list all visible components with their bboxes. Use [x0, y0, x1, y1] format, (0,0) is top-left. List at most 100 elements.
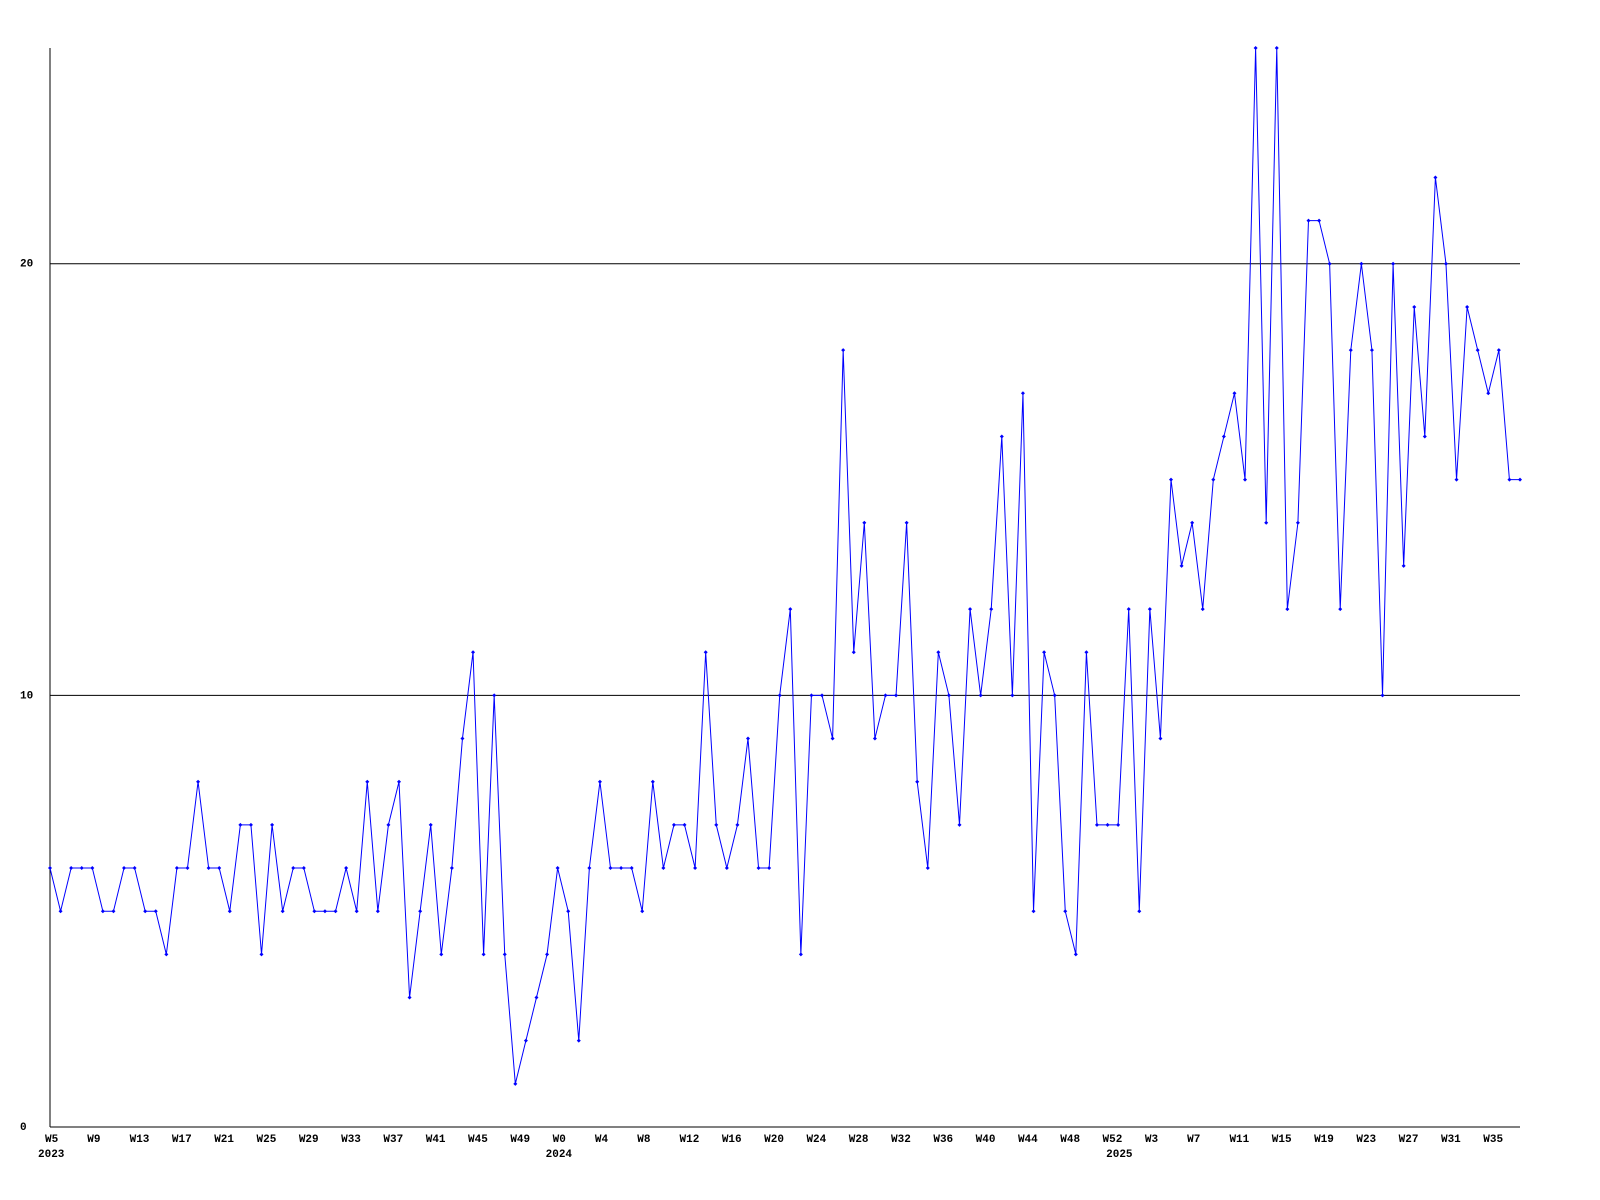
x-tick-label: W19	[1314, 1134, 1334, 1146]
point	[830, 736, 835, 741]
point	[79, 866, 84, 871]
point	[90, 866, 95, 871]
point	[1327, 261, 1332, 266]
point	[69, 866, 74, 871]
point	[100, 909, 105, 914]
point	[968, 607, 973, 612]
x-tick-label: W48	[1060, 1134, 1080, 1146]
point	[1359, 261, 1364, 266]
point	[798, 952, 803, 957]
point	[365, 779, 370, 784]
x-tick-label: W35	[1483, 1134, 1503, 1146]
point	[925, 866, 930, 871]
point	[1348, 348, 1353, 353]
x-tick-label: W40	[976, 1134, 996, 1146]
x-tick-label: W7	[1187, 1134, 1200, 1146]
x-tick-label: W37	[383, 1134, 403, 1146]
point	[1126, 607, 1131, 612]
point	[1169, 477, 1174, 482]
point	[777, 693, 782, 698]
x-tick-label: W24	[806, 1134, 826, 1146]
point	[174, 866, 179, 871]
point	[227, 909, 232, 914]
point	[1454, 477, 1459, 482]
x-tick-label: W12	[680, 1134, 700, 1146]
point	[703, 650, 708, 655]
point	[407, 995, 412, 1000]
point	[1338, 607, 1343, 612]
point	[1306, 218, 1311, 223]
point	[1147, 607, 1152, 612]
x-tick-label: W28	[849, 1134, 869, 1146]
point	[1137, 909, 1142, 914]
point	[872, 736, 877, 741]
point	[1475, 348, 1480, 353]
y-tick-label: 10	[20, 690, 33, 702]
point	[989, 607, 994, 612]
x-tick-label: W3	[1145, 1134, 1159, 1146]
point	[238, 822, 243, 827]
point	[809, 693, 814, 698]
x-tick-label: W16	[722, 1134, 742, 1146]
point	[1020, 391, 1025, 396]
point	[1084, 650, 1089, 655]
point	[1190, 520, 1195, 525]
x-tick-label: W21	[214, 1134, 234, 1146]
point	[164, 952, 169, 957]
point	[566, 909, 571, 914]
point	[1042, 650, 1047, 655]
point	[851, 650, 856, 655]
point	[322, 909, 327, 914]
point	[1317, 218, 1322, 223]
point	[492, 693, 497, 698]
point	[841, 348, 846, 353]
point	[1295, 520, 1300, 525]
point	[122, 866, 127, 871]
point	[354, 909, 359, 914]
point	[1158, 736, 1163, 741]
point	[555, 866, 560, 871]
point	[904, 520, 909, 525]
point	[1401, 563, 1406, 568]
point	[936, 650, 941, 655]
point	[1211, 477, 1216, 482]
x-tick-label: W33	[341, 1134, 361, 1146]
point	[428, 822, 433, 827]
point	[301, 866, 306, 871]
point	[1518, 477, 1522, 482]
point	[629, 866, 634, 871]
y-tick-label: 20	[20, 259, 33, 271]
point	[999, 434, 1004, 439]
point	[439, 952, 444, 957]
x-tick-label: W8	[637, 1134, 651, 1146]
x-tick-label: W27	[1399, 1134, 1419, 1146]
point	[862, 520, 867, 525]
point	[460, 736, 465, 741]
point	[143, 909, 148, 914]
point	[1433, 175, 1438, 180]
point	[1253, 46, 1258, 50]
point	[545, 952, 550, 957]
point	[471, 650, 476, 655]
point	[576, 1038, 581, 1043]
point	[671, 822, 676, 827]
x-tick-label: W15	[1272, 1134, 1292, 1146]
point	[1486, 391, 1491, 396]
point	[640, 909, 645, 914]
point	[1179, 563, 1184, 568]
x-tick-label: W45	[468, 1134, 488, 1146]
point	[1465, 304, 1470, 309]
point	[1507, 477, 1512, 482]
point	[1243, 477, 1248, 482]
point	[196, 779, 201, 784]
point	[756, 866, 761, 871]
point	[375, 909, 380, 914]
point	[1052, 693, 1057, 698]
point	[217, 866, 222, 871]
point	[333, 909, 338, 914]
x-tick-label: W20	[764, 1134, 784, 1146]
point	[1422, 434, 1427, 439]
point	[682, 822, 687, 827]
point	[957, 822, 962, 827]
